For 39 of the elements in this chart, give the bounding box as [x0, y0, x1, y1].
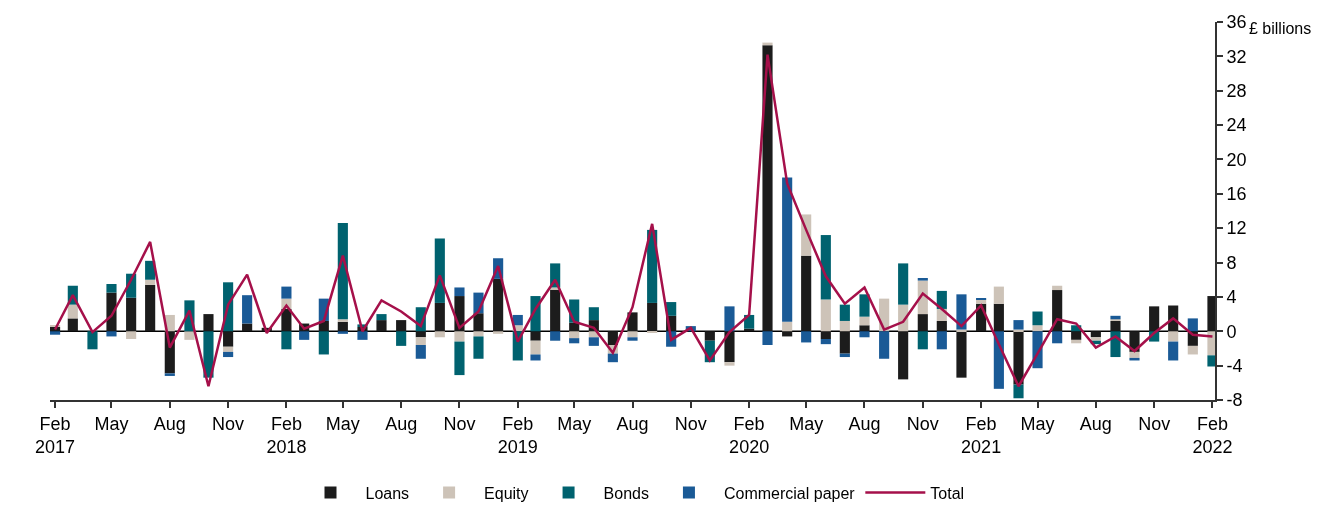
x-tick-label: Feb 2017 [35, 413, 76, 457]
y-tick-label: 0 [1226, 321, 1237, 342]
x-tick-label: Nov [906, 413, 939, 434]
y-tick-label: 36 [1226, 12, 1247, 33]
x-tick-label: Feb 2021 [961, 413, 1002, 457]
x-tick-label: Aug [616, 413, 649, 434]
legend-label: Equity [484, 484, 529, 502]
legend-label: Bonds [603, 484, 649, 502]
x-tick-label: Nov [212, 413, 245, 434]
y-tick-label: 32 [1226, 46, 1247, 67]
x-tick-label: May [325, 413, 360, 434]
y-tick-label: -8 [1226, 390, 1243, 411]
x-tick-label: Nov [674, 413, 707, 434]
y-tick-label: 24 [1226, 115, 1247, 136]
y-tick-label: -4 [1226, 355, 1243, 376]
x-tick-label: Aug [153, 413, 186, 434]
x-tick-label: May [789, 413, 824, 434]
x-tick-label: May [557, 413, 592, 434]
y-tick-label: 12 [1226, 218, 1247, 239]
legend-label: Total [930, 484, 965, 502]
y-tick-label: 16 [1226, 184, 1247, 205]
x-tick-label: Nov [443, 413, 476, 434]
legend-label: Loans [365, 484, 410, 502]
x-tick-label: Aug [848, 413, 881, 434]
x-tick-label: May [94, 413, 129, 434]
y-axis-title: £ billions [1249, 20, 1312, 37]
x-tick-label: Feb 2019 [497, 413, 538, 457]
y-tick-label: 28 [1226, 81, 1247, 102]
y-tick-label: 20 [1226, 149, 1247, 170]
y-tick-label: 8 [1226, 252, 1237, 273]
x-tick-label: Feb 2020 [729, 413, 770, 457]
x-tick-label: Aug [385, 413, 418, 434]
legend-label: Commercial paper [723, 484, 856, 502]
y-tick-label: 4 [1226, 287, 1237, 308]
x-tick-label: May [1020, 413, 1055, 434]
x-tick-label: Nov [1138, 413, 1171, 434]
x-tick-label: Feb 2022 [1192, 413, 1233, 457]
x-tick-label: Aug [1079, 413, 1112, 434]
x-tick-label: Feb 2018 [266, 413, 307, 457]
